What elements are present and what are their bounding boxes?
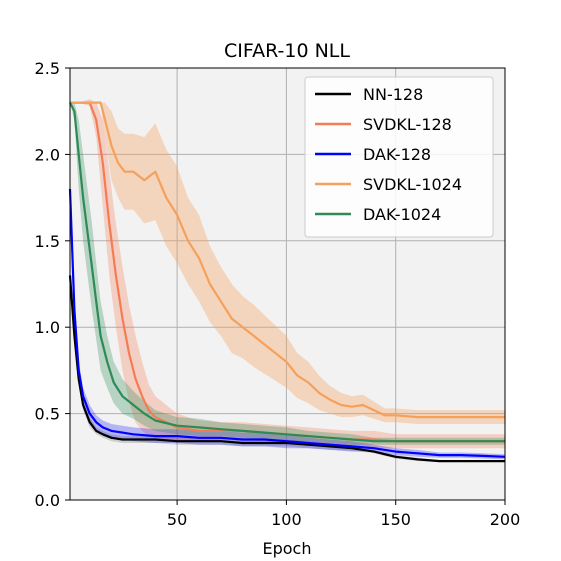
band-svdkl-1024 xyxy=(70,102,505,424)
series-line-nn-128 xyxy=(68,275,505,463)
legend: NN-128 SVDKL-128 DAK-128 SVDKL-1024 DAK-1024 xyxy=(304,76,494,238)
y-tick-label: 0.0 xyxy=(35,491,60,510)
y-axis-ticks: 0.0 0.5 1.0 1.5 2.0 2.5 xyxy=(35,59,70,510)
x-tick-label: 150 xyxy=(380,510,411,529)
series-lines xyxy=(68,101,506,463)
y-tick-label: 1.0 xyxy=(35,318,60,337)
x-tick-label: 200 xyxy=(490,510,521,529)
series-line-dak-128 xyxy=(68,188,506,458)
x-tick-label: 50 xyxy=(167,510,187,529)
legend-label: SVDKL-1024 xyxy=(363,175,462,194)
y-tick-label: 0.5 xyxy=(35,405,60,424)
chart-title: CIFAR-10 NLL xyxy=(224,40,350,62)
x-axis-label: Epoch xyxy=(263,539,312,558)
series-line-dak-1024 xyxy=(69,102,505,443)
y-tick-label: 2.5 xyxy=(35,59,60,78)
y-tick-label: 2.0 xyxy=(35,145,60,164)
plot-frame xyxy=(69,67,506,501)
legend-box xyxy=(304,76,494,238)
legend-label: DAK-128 xyxy=(363,145,431,164)
legend-label: SVDKL-128 xyxy=(363,115,452,134)
y-tick-label: 1.5 xyxy=(35,232,60,251)
x-tick-label: 100 xyxy=(271,510,302,529)
x-axis-ticks: 50 100 150 200 xyxy=(167,500,520,529)
series-line-svdkl-1024 xyxy=(70,101,505,419)
legend-label: DAK-1024 xyxy=(363,205,441,224)
legend-label: NN-128 xyxy=(363,85,423,104)
